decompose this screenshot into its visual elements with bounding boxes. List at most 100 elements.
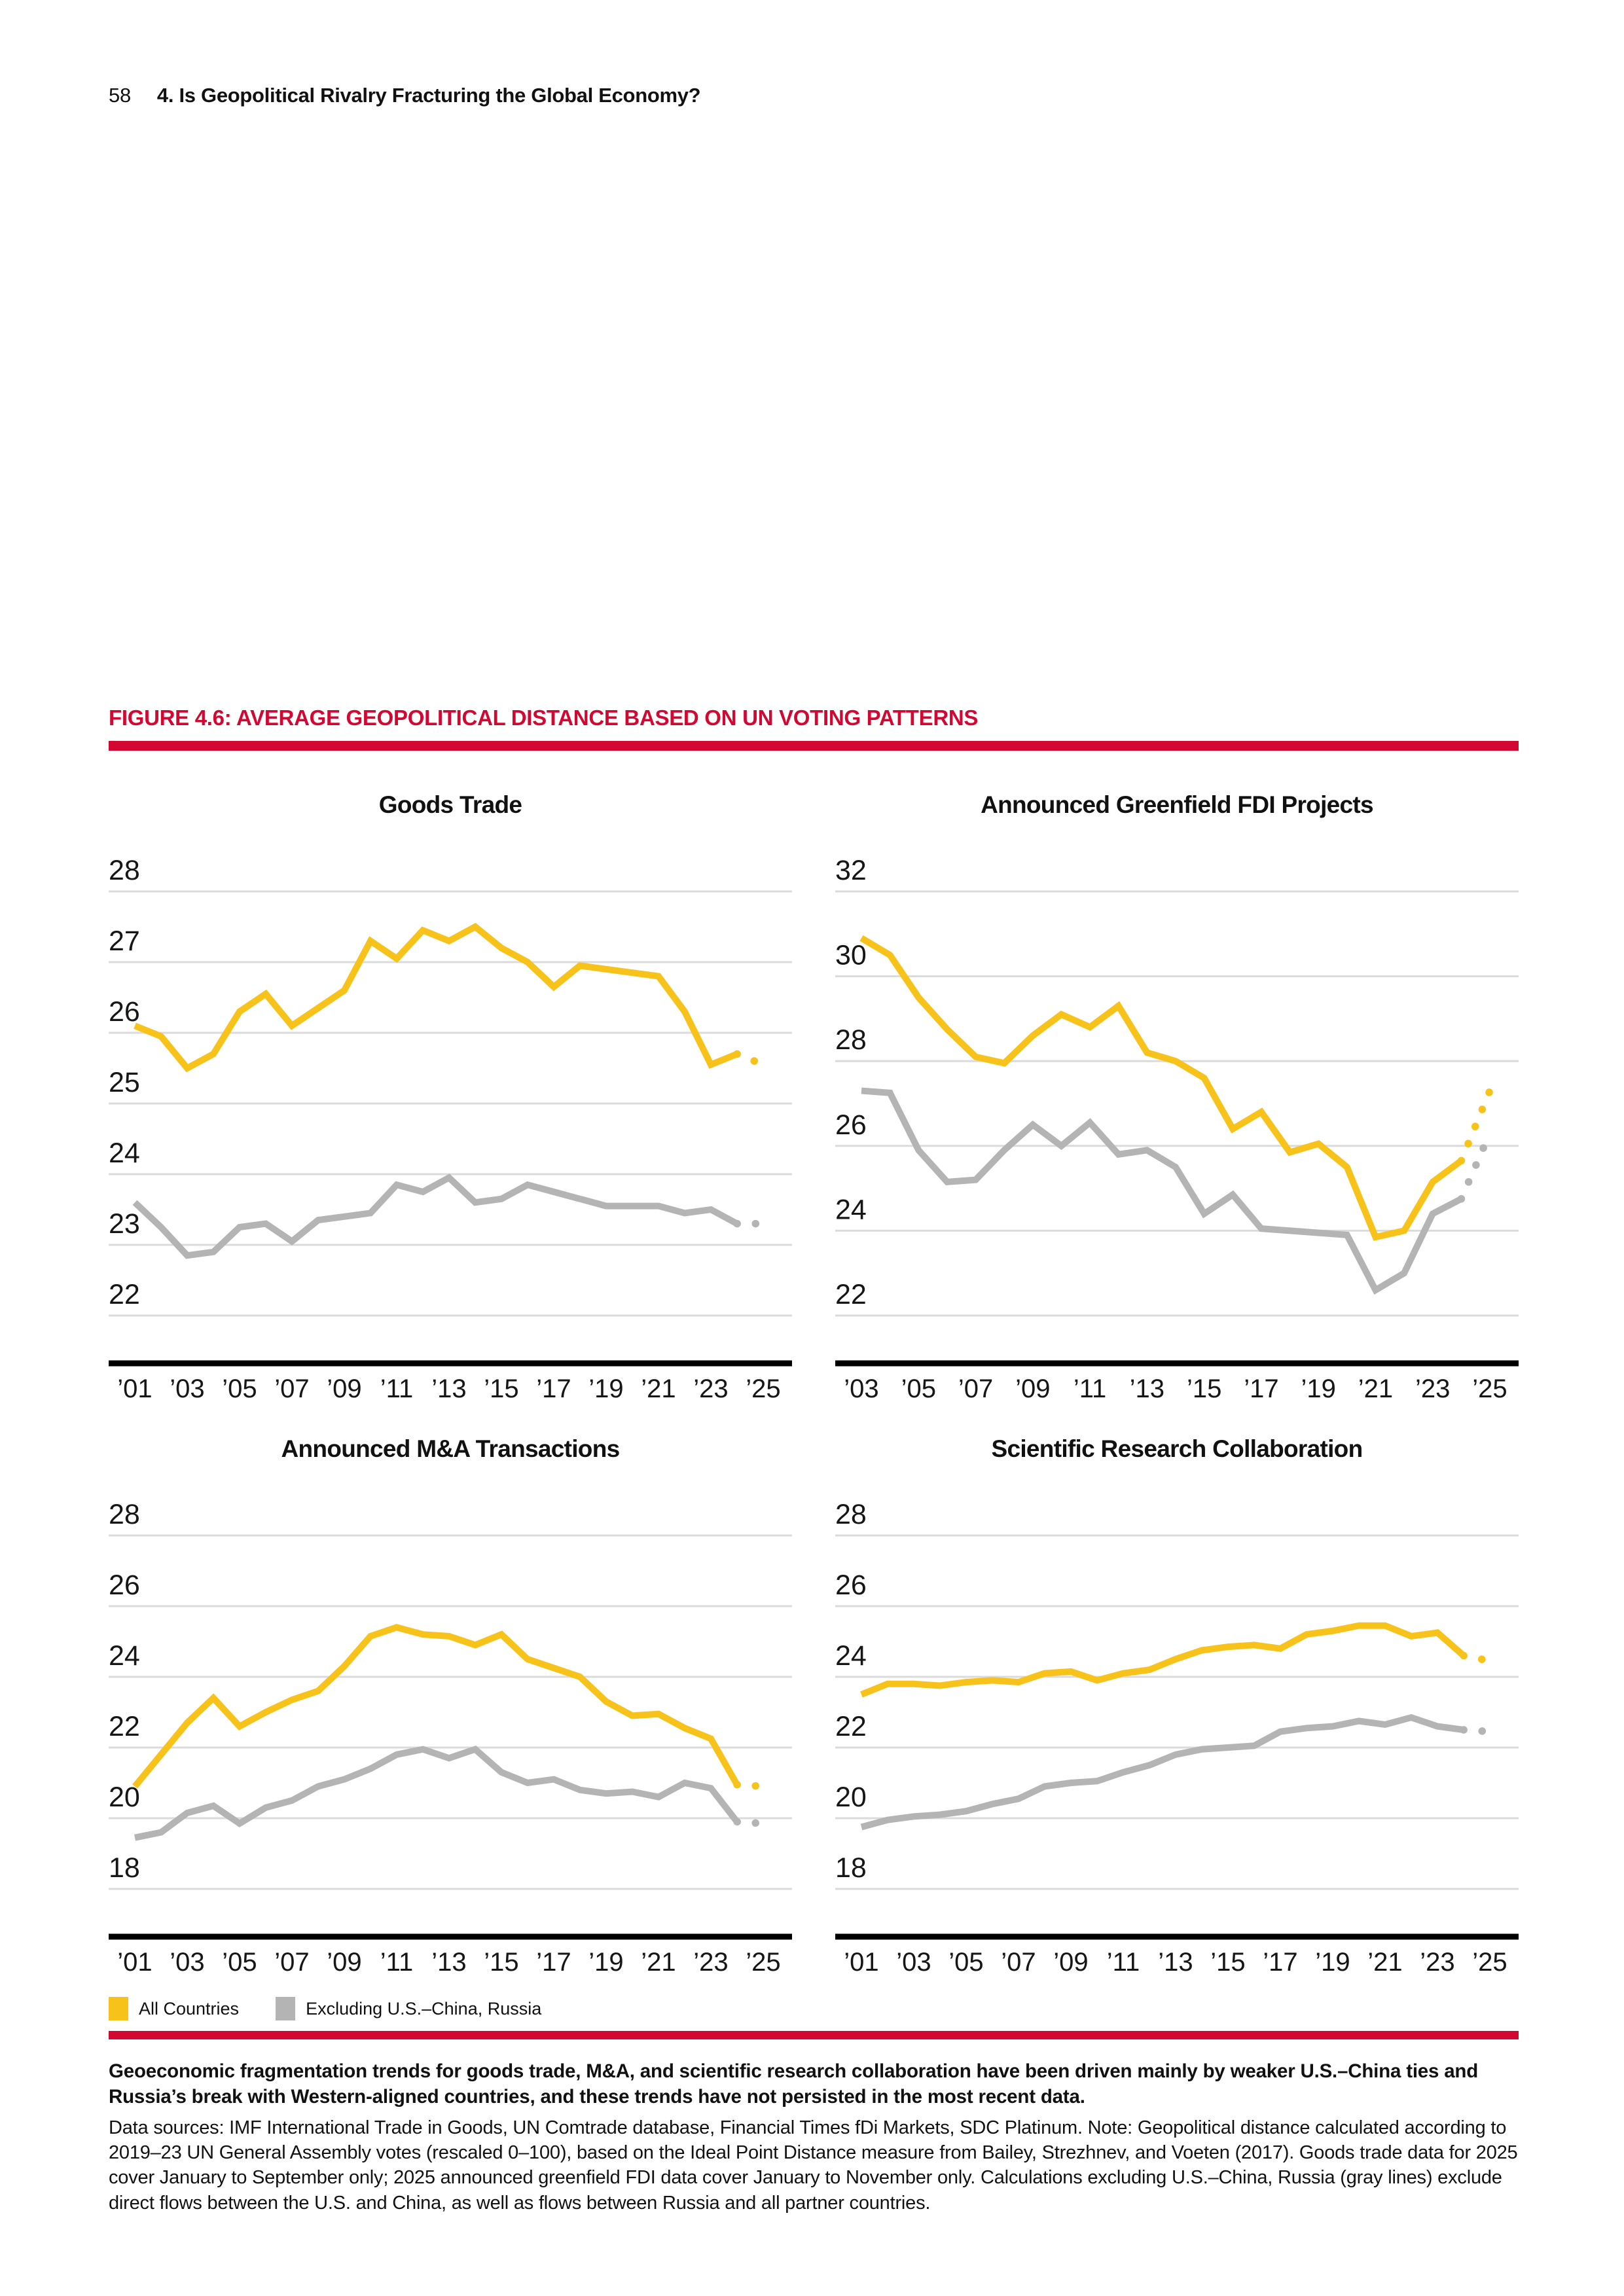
page-header: 58 4. Is Geopolitical Rivalry Fracturing… bbox=[109, 84, 701, 107]
x-tick-label: ’01 bbox=[117, 1948, 152, 1977]
series-dotted-tail bbox=[733, 1818, 767, 1827]
x-tick-label: ’07 bbox=[274, 1948, 309, 1977]
y-tick-label: 20 bbox=[835, 1782, 867, 1813]
all-countries-swatch bbox=[109, 1997, 128, 2020]
chart-legend: All Countries Excluding U.S.–China, Russ… bbox=[109, 1997, 1519, 2020]
y-tick-label: 26 bbox=[835, 1570, 867, 1601]
y-tick-label: 18 bbox=[109, 1852, 140, 1884]
line-chart-svg: 32 30 28 26 24 22 ’03 ’05 ’07 ’09 ’11 ’13 ’15 ’17 ’19 ’… bbox=[835, 855, 1519, 1403]
y-tick-label: 18 bbox=[835, 1852, 867, 1884]
x-tick-label: ’21 bbox=[1358, 1374, 1393, 1403]
x-tick-label: ’03 bbox=[170, 1948, 204, 1977]
chart-title-ma-transactions: Announced M&A Transactions bbox=[281, 1435, 621, 1462]
x-tick-label: ’17 bbox=[1244, 1374, 1278, 1403]
series-dotted-tail bbox=[1457, 1129, 1494, 1203]
x-tick-label: ’13 bbox=[431, 1374, 466, 1403]
y-tick-label: 22 bbox=[109, 1279, 140, 1310]
y-tick-label: 22 bbox=[109, 1711, 140, 1742]
y-tick-label: 26 bbox=[109, 996, 140, 1028]
y-tick-label: 23 bbox=[109, 1208, 140, 1240]
x-tick-label: ’11 bbox=[1107, 1948, 1140, 1977]
y-tick-label: 30 bbox=[835, 940, 867, 971]
x-tick-label: ’11 bbox=[1074, 1374, 1106, 1403]
x-tick-label: ’11 bbox=[380, 1374, 413, 1403]
x-tick-label: ’15 bbox=[484, 1948, 518, 1977]
y-tick-label: 24 bbox=[109, 1138, 140, 1169]
x-tick-label: ’03 bbox=[896, 1948, 931, 1977]
x-tick-label: ’07 bbox=[1001, 1948, 1036, 1977]
x-tick-label: ’07 bbox=[274, 1374, 309, 1403]
x-tick-label: ’03 bbox=[170, 1374, 204, 1403]
x-tick-label: ’15 bbox=[1210, 1948, 1245, 1977]
y-tick-label: 24 bbox=[109, 1640, 140, 1672]
y-tick-label: 26 bbox=[835, 1109, 867, 1141]
x-tick-label: ’23 bbox=[1420, 1948, 1454, 1977]
x-tick-label: ’19 bbox=[588, 1374, 623, 1403]
charts-grid: Goods Trade 28 27 26 25 24 23 22 ’01 ’03 ’05 ’07 ’0… bbox=[109, 791, 1519, 1980]
x-tick-label: ’17 bbox=[536, 1374, 571, 1403]
top-divider-rule bbox=[109, 741, 1519, 751]
y-tick-label: 27 bbox=[109, 925, 140, 957]
x-tick-label: ’21 bbox=[1367, 1948, 1402, 1977]
chapter-title: 4. Is Geopolitical Rivalry Fracturing th… bbox=[156, 84, 701, 107]
greenfield-fdi-chart: Announced Greenfield FDI Projects 32 30 28… bbox=[835, 791, 1519, 1407]
x-tick-label: ’11 bbox=[380, 1948, 413, 1977]
x-tick-label: ’09 bbox=[327, 1374, 361, 1403]
y-tick-label: 28 bbox=[835, 1499, 867, 1530]
x-tick-label: ’15 bbox=[1187, 1374, 1221, 1403]
x-tick-label: ’21 bbox=[641, 1948, 676, 1977]
chart-figure-scientific-research: 28 26 24 22 20 18 ’01 ’03 ’05 ’07 ’09 ’11 ’13 ’15 ’17 ’… bbox=[835, 1480, 1519, 1980]
page-number: 58 bbox=[109, 84, 131, 107]
x-tick-label: ’09 bbox=[1053, 1948, 1088, 1977]
figure-title: FIGURE 4.6: AVERAGE GEOPOLITICAL DISTANC… bbox=[109, 706, 979, 730]
chart-title-goods-trade: Goods Trade bbox=[378, 791, 522, 818]
chart-title-scientific-research: Scientific Research Collaboration bbox=[991, 1435, 1363, 1462]
chart-figure-greenfield-fdi: 32 30 28 26 24 22 ’03 ’05 ’07 ’09 ’11 ’13 ’15 ’17 ’19 ’… bbox=[835, 836, 1519, 1407]
series-dotted-tail bbox=[1460, 1726, 1494, 1736]
y-tick-label: 20 bbox=[109, 1782, 140, 1813]
legend-label-excluding: Excluding U.S.–China, Russia bbox=[306, 1998, 542, 2018]
x-tick-label: ’01 bbox=[844, 1948, 878, 1977]
scientific-research-chart: Scientific Research Collaboration 28 26 24… bbox=[835, 1435, 1519, 1980]
ma-transactions-chart: Announced M&A Transactions 28 26 24 22 20 18 ’… bbox=[109, 1435, 792, 1980]
excluding-swatch bbox=[276, 1997, 296, 2020]
x-tick-label: ’19 bbox=[588, 1948, 623, 1977]
x-tick-label: ’03 bbox=[844, 1374, 878, 1403]
x-tick-label: ’25 bbox=[746, 1948, 780, 1977]
series-dotted-tail bbox=[733, 1780, 767, 1791]
y-tick-label: 22 bbox=[835, 1711, 867, 1742]
x-tick-label: ’09 bbox=[327, 1948, 361, 1977]
x-tick-label: ’05 bbox=[901, 1374, 936, 1403]
x-tick-label: ’19 bbox=[1301, 1374, 1335, 1403]
x-tick-label: ’07 bbox=[958, 1374, 993, 1403]
x-tick-label: ’25 bbox=[1472, 1948, 1507, 1977]
series-line bbox=[859, 935, 1464, 1241]
x-tick-label: ’05 bbox=[222, 1948, 257, 1977]
x-tick-label: ’17 bbox=[1263, 1948, 1297, 1977]
x-tick-label: ’21 bbox=[641, 1374, 676, 1403]
line-chart-svg: 28 26 24 22 20 18 ’01 ’03 ’05 ’07 ’09 ’11 ’13 ’15 ’17 ’… bbox=[109, 1499, 792, 1977]
x-tick-label: ’13 bbox=[431, 1948, 466, 1977]
series-line bbox=[861, 1087, 1463, 1295]
series-dotted-tail bbox=[1460, 1651, 1494, 1665]
figure-caption: Geoeconomic fragmentation trends for goo… bbox=[109, 2060, 1479, 2108]
x-tick-label: ’19 bbox=[1315, 1948, 1350, 1977]
x-tick-label: ’09 bbox=[1015, 1374, 1050, 1403]
x-tick-label: ’25 bbox=[746, 1374, 780, 1403]
y-tick-label: 24 bbox=[835, 1194, 867, 1225]
figure-source-note: Data sources: IMF International Trade in… bbox=[109, 2117, 1518, 2214]
legend-item-all-countries: All Countries bbox=[109, 1997, 239, 2020]
line-chart-svg: 28 27 26 25 24 23 22 ’01 ’03 ’05 ’07 ’09 ’11 ’13 ’15 ’1… bbox=[109, 855, 792, 1403]
x-tick-label: ’05 bbox=[948, 1948, 983, 1977]
series-line bbox=[860, 1622, 1466, 1698]
legend-label-all-countries: All Countries bbox=[139, 1998, 240, 2018]
series-line bbox=[134, 923, 738, 1073]
series-dotted-tail bbox=[1457, 1086, 1494, 1165]
chart-figure-ma-transactions: 28 26 24 22 20 18 ’01 ’03 ’05 ’07 ’09 ’11 ’13 ’15 ’17 ’… bbox=[109, 1480, 792, 1980]
series-line bbox=[860, 1713, 1464, 1831]
line-chart-svg: 28 26 24 22 20 18 ’01 ’03 ’05 ’07 ’09 ’11 ’13 ’15 ’17 ’… bbox=[835, 1499, 1519, 1977]
series-line bbox=[132, 1174, 739, 1259]
y-tick-label: 28 bbox=[109, 1499, 140, 1530]
x-tick-label: ’23 bbox=[693, 1374, 728, 1403]
